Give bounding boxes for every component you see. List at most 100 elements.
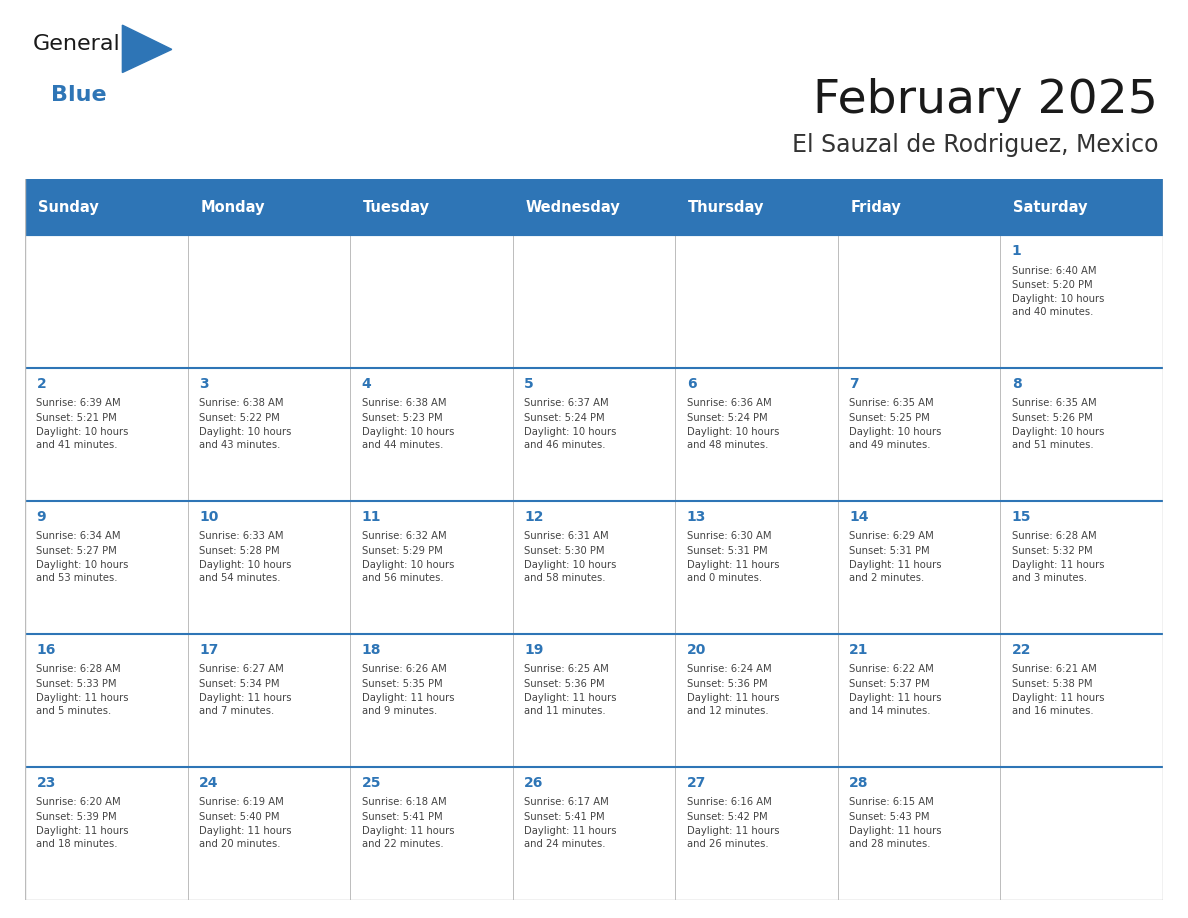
Text: Daylight: 11 hours: Daylight: 11 hours [198,693,291,703]
Text: 15: 15 [1012,509,1031,524]
Text: Daylight: 11 hours: Daylight: 11 hours [37,826,128,836]
Text: Daylight: 10 hours: Daylight: 10 hours [198,427,291,437]
Text: 24: 24 [198,776,219,789]
Text: Monday: Monday [201,199,265,215]
Text: Sunrise: 6:39 AM: Sunrise: 6:39 AM [37,398,121,409]
Bar [838,368,1000,501]
Text: 25: 25 [361,776,381,789]
Text: and 22 minutes.: and 22 minutes. [361,839,443,849]
Text: 4: 4 [361,377,372,391]
Text: Sunset: 5:43 PM: Sunset: 5:43 PM [849,812,930,822]
Text: Sunset: 5:36 PM: Sunset: 5:36 PM [524,678,605,688]
Bar [350,179,513,235]
Bar [513,634,675,767]
Text: Sunset: 5:38 PM: Sunset: 5:38 PM [1012,678,1092,688]
Bar [675,634,838,767]
Text: 21: 21 [849,643,868,656]
Text: Sunrise: 6:32 AM: Sunrise: 6:32 AM [361,532,447,542]
Text: 10: 10 [198,509,219,524]
Bar [1000,235,1163,368]
Text: and 3 minutes.: and 3 minutes. [1012,573,1087,583]
Text: and 51 minutes.: and 51 minutes. [1012,441,1093,451]
Text: Sunset: 5:22 PM: Sunset: 5:22 PM [198,413,279,423]
Text: Sunrise: 6:33 AM: Sunrise: 6:33 AM [198,532,284,542]
Text: 1: 1 [1012,244,1022,258]
Text: Sunset: 5:37 PM: Sunset: 5:37 PM [849,678,930,688]
Text: Sunset: 5:40 PM: Sunset: 5:40 PM [198,812,279,822]
Bar [188,235,350,368]
Bar [675,501,838,634]
Text: 18: 18 [361,643,381,656]
Text: Sunset: 5:30 PM: Sunset: 5:30 PM [524,546,605,556]
Text: and 11 minutes.: and 11 minutes. [524,706,606,716]
Text: Daylight: 10 hours: Daylight: 10 hours [1012,427,1104,437]
Text: and 5 minutes.: and 5 minutes. [37,706,112,716]
Text: Daylight: 10 hours: Daylight: 10 hours [687,427,779,437]
Text: Sunrise: 6:34 AM: Sunrise: 6:34 AM [37,532,121,542]
Text: Daylight: 11 hours: Daylight: 11 hours [361,826,454,836]
Bar [838,501,1000,634]
Text: Sunset: 5:41 PM: Sunset: 5:41 PM [361,812,442,822]
Bar [25,179,188,235]
Text: Wednesday: Wednesday [526,199,620,215]
Text: Sunset: 5:34 PM: Sunset: 5:34 PM [198,678,279,688]
Text: Daylight: 10 hours: Daylight: 10 hours [198,560,291,570]
Bar [1000,368,1163,501]
Text: and 9 minutes.: and 9 minutes. [361,706,437,716]
Text: Daylight: 10 hours: Daylight: 10 hours [361,427,454,437]
Text: Sunrise: 6:30 AM: Sunrise: 6:30 AM [687,532,771,542]
Text: Sunrise: 6:15 AM: Sunrise: 6:15 AM [849,798,934,807]
Text: Sunset: 5:25 PM: Sunset: 5:25 PM [849,413,930,423]
Text: and 26 minutes.: and 26 minutes. [687,839,769,849]
Bar [838,767,1000,900]
Text: Sunrise: 6:28 AM: Sunrise: 6:28 AM [37,665,121,675]
Text: Daylight: 11 hours: Daylight: 11 hours [687,826,779,836]
Bar [513,368,675,501]
Text: Sunset: 5:27 PM: Sunset: 5:27 PM [37,546,118,556]
Bar [1000,179,1163,235]
Text: 7: 7 [849,377,859,391]
Text: and 41 minutes.: and 41 minutes. [37,441,118,451]
Bar [675,767,838,900]
Text: and 54 minutes.: and 54 minutes. [198,573,280,583]
Text: February 2025: February 2025 [814,78,1158,123]
Text: Sunrise: 6:35 AM: Sunrise: 6:35 AM [1012,398,1097,409]
Text: Sunrise: 6:36 AM: Sunrise: 6:36 AM [687,398,771,409]
Text: and 0 minutes.: and 0 minutes. [687,573,762,583]
Bar [350,501,513,634]
Bar [513,501,675,634]
Text: Sunrise: 6:25 AM: Sunrise: 6:25 AM [524,665,608,675]
Text: 11: 11 [361,509,381,524]
Text: 12: 12 [524,509,544,524]
Text: Daylight: 11 hours: Daylight: 11 hours [849,560,942,570]
Text: Blue: Blue [51,84,107,105]
Text: 14: 14 [849,509,868,524]
Text: Daylight: 11 hours: Daylight: 11 hours [524,826,617,836]
Text: Sunset: 5:41 PM: Sunset: 5:41 PM [524,812,605,822]
Text: Sunset: 5:31 PM: Sunset: 5:31 PM [849,546,930,556]
Bar [350,368,513,501]
Text: Sunrise: 6:26 AM: Sunrise: 6:26 AM [361,665,447,675]
Text: Sunrise: 6:28 AM: Sunrise: 6:28 AM [1012,532,1097,542]
Text: 17: 17 [198,643,219,656]
Bar [1000,501,1163,634]
Bar [838,235,1000,368]
Text: Daylight: 11 hours: Daylight: 11 hours [361,693,454,703]
Text: and 46 minutes.: and 46 minutes. [524,441,606,451]
Text: and 24 minutes.: and 24 minutes. [524,839,606,849]
Bar [675,179,838,235]
Text: Sunrise: 6:19 AM: Sunrise: 6:19 AM [198,798,284,807]
Bar [1000,767,1163,900]
Text: Sunrise: 6:38 AM: Sunrise: 6:38 AM [361,398,446,409]
Bar [1000,634,1163,767]
Text: 9: 9 [37,509,46,524]
Text: Sunset: 5:20 PM: Sunset: 5:20 PM [1012,280,1093,290]
Text: and 40 minutes.: and 40 minutes. [1012,308,1093,318]
Text: Sunrise: 6:20 AM: Sunrise: 6:20 AM [37,798,121,807]
Text: Daylight: 10 hours: Daylight: 10 hours [37,427,128,437]
Text: and 43 minutes.: and 43 minutes. [198,441,280,451]
Text: Sunrise: 6:24 AM: Sunrise: 6:24 AM [687,665,771,675]
Text: Sunrise: 6:21 AM: Sunrise: 6:21 AM [1012,665,1097,675]
Text: and 58 minutes.: and 58 minutes. [524,573,606,583]
Text: Tuesday: Tuesday [364,199,430,215]
